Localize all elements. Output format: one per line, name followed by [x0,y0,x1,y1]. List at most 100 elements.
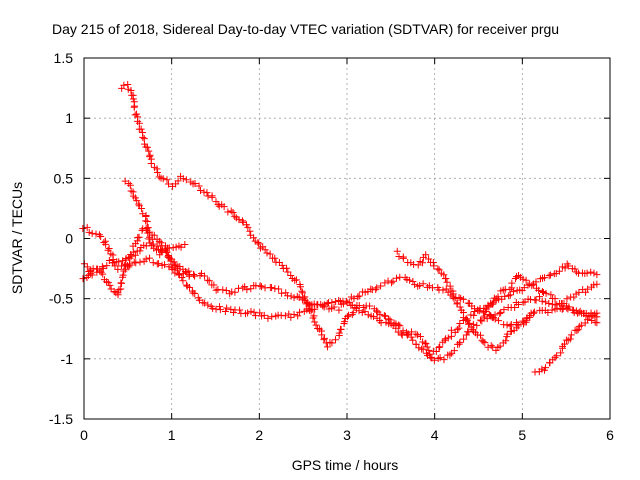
data-point-marker [453,325,461,333]
data-point-marker [102,240,110,248]
data-point-marker [294,312,302,320]
data-point-marker [208,193,216,201]
data-point-marker [435,343,443,351]
data-point-marker [88,229,96,237]
data-point-marker [487,312,495,320]
data-point-marker [191,180,199,188]
data-point-marker [395,253,403,261]
data-point-marker [119,271,127,279]
data-point-marker [551,354,559,362]
data-point-marker [519,275,527,283]
data-point-marker [319,302,327,310]
data-point-marker [590,269,598,277]
data-point-marker [117,285,125,293]
grid-lines [84,58,610,419]
data-point-marker [423,343,431,351]
y-tick-label: -1.5 [49,411,73,427]
data-point-marker [142,217,150,225]
data-point-marker [305,305,313,313]
data-point-marker [164,180,172,188]
data-point-marker [268,284,276,292]
data-point-marker [120,267,128,275]
x-axis-label: GPS time / hours [292,457,399,473]
data-point-marker [137,204,145,212]
data-point-marker [296,308,304,316]
data-point-marker [144,229,152,237]
data-point-marker [97,232,105,240]
data-point-marker [564,262,572,270]
data-point-marker [573,327,581,335]
data-point-marker [373,307,381,315]
data-point-marker [263,249,271,257]
data-point-marker [551,295,559,303]
data-point-marker [287,292,295,300]
data-point-marker [519,317,527,325]
data-point-marker [250,308,258,316]
data-point-marker [235,216,243,224]
data-point-marker [427,353,435,361]
y-tick-label: -0.5 [49,291,73,307]
data-point-marker [290,311,298,319]
data-point-marker [330,303,338,311]
data-point-marker [514,300,522,308]
data-point-marker [85,228,93,236]
data-point-marker [186,284,194,292]
data-point-marker [252,312,260,320]
data-point-marker [593,309,601,317]
data-point-marker [247,307,255,315]
data-point-marker [456,320,464,328]
data-point-marker [266,250,274,258]
data-point-marker [544,309,552,317]
data-point-marker [181,241,189,249]
data-point-marker [574,326,582,334]
data-point-marker [320,303,328,311]
data-point-marker [142,255,150,263]
data-point-marker [250,234,258,242]
data-point-marker [453,300,461,308]
y-tick-label: 0.5 [54,170,74,186]
data-point-marker [361,308,369,316]
data-point-marker [163,176,171,184]
data-point-marker [511,303,519,311]
data-point-marker [456,338,464,346]
data-point-marker [135,233,143,241]
data-point-marker [132,259,140,267]
data-point-marker [85,271,93,279]
data-point-marker [514,322,522,330]
data-point-marker [95,231,103,239]
data-point-marker [243,286,251,294]
data-point-marker [532,296,540,304]
data-point-marker [146,254,154,262]
data-point-marker [139,133,147,141]
data-point-marker [542,289,550,297]
data-point-marker [130,103,138,111]
data-point-marker [189,289,197,297]
data-point-marker [115,258,123,266]
data-point-marker [450,347,458,355]
data-point-marker [419,280,427,288]
data-point-marker [471,305,479,313]
y-tick-label: 1.5 [54,50,74,66]
data-point-marker [538,287,546,295]
data-point-marker [538,297,546,305]
data-point-marker [247,285,255,293]
data-point-marker [436,343,444,351]
data-point-marker [136,247,144,255]
data-point-marker [345,298,353,306]
data-point-marker [386,316,394,324]
data-point-marker [323,299,331,307]
data-point-marker [519,298,527,306]
data-point-marker [425,282,433,290]
data-point-marker [394,328,402,336]
data-point-marker [350,295,358,303]
data-point-marker [446,351,454,359]
data-point-marker [108,259,116,267]
data-point-marker [430,262,438,270]
y-tick-label: -1 [61,351,74,367]
data-point-marker [153,165,161,173]
data-point-marker [548,306,556,314]
data-point-marker [494,293,502,301]
data-point-marker [466,319,474,327]
data-point-marker [545,300,553,308]
data-point-marker [414,261,422,269]
